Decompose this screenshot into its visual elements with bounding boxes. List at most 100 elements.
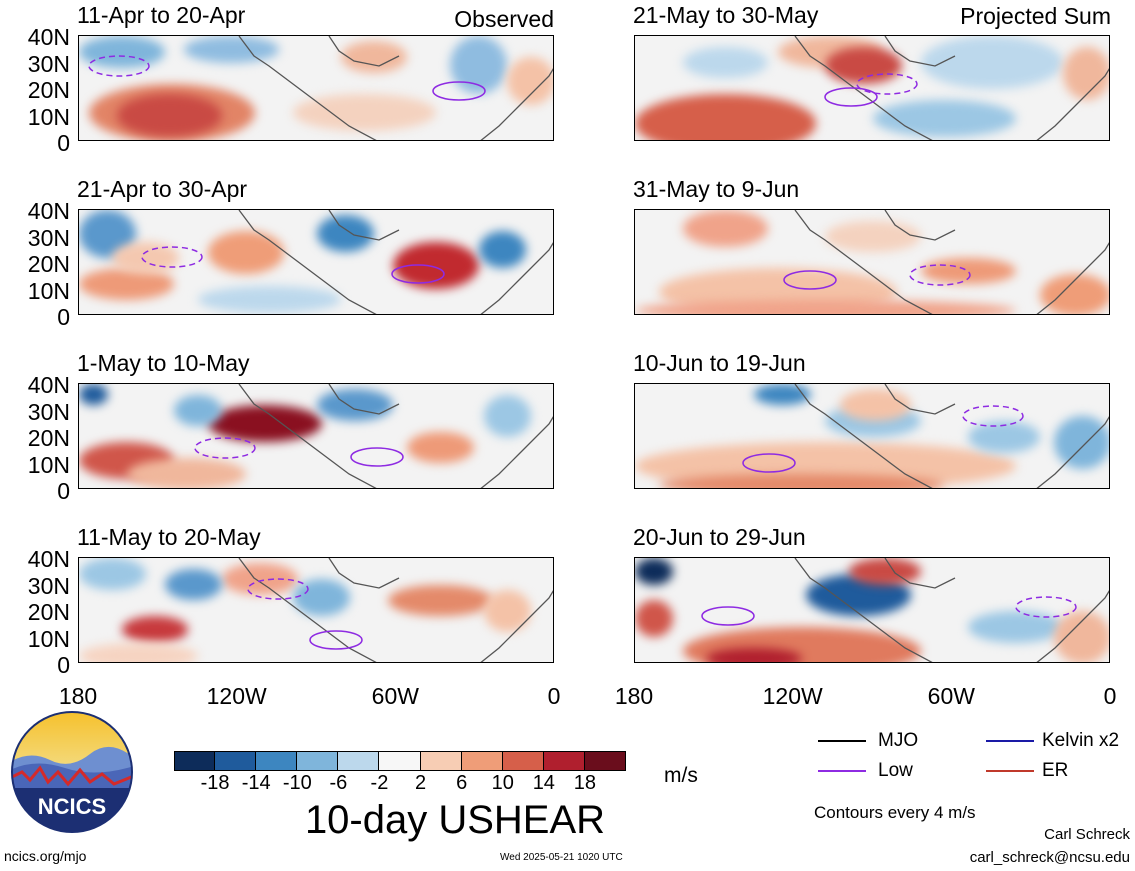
colorbar-swatch — [256, 752, 298, 770]
low-contour — [88, 55, 150, 77]
y-tick-label: 0 — [57, 478, 70, 504]
low-contour — [783, 270, 837, 290]
shading-region — [79, 268, 175, 301]
contour-note: Contours every 4 m/s — [814, 803, 976, 822]
shading-region — [478, 231, 527, 269]
low-contour — [824, 87, 878, 107]
footer-author: Carl Schreck — [1044, 826, 1130, 843]
legend-line-mjo — [818, 740, 866, 742]
heatmap-panel — [634, 383, 1110, 489]
projected-sum-label: Projected Sum — [960, 3, 1111, 29]
contour-overlay — [194, 384, 553, 488]
y-tick-label: 10N — [27, 103, 70, 130]
shading-region — [968, 421, 1040, 453]
low-contour — [1015, 596, 1077, 618]
shading-region — [920, 36, 1064, 89]
shading-region — [920, 257, 1016, 285]
legend-label-er: ER — [1042, 760, 1069, 781]
shading-region — [221, 563, 298, 596]
shading-region — [79, 384, 108, 406]
colorbar-tick-label: 18 — [573, 772, 597, 794]
footer-email: carl_schreck@ncsu.edu — [969, 849, 1130, 866]
colorbar-swatch — [461, 752, 503, 770]
y-tick-label: 40N — [27, 546, 70, 572]
heatmap-panel — [78, 383, 554, 489]
shading-region — [174, 394, 222, 427]
y-tick-label: 30N — [27, 398, 70, 425]
shading-region — [635, 558, 674, 585]
coastline — [238, 558, 553, 662]
panel-title: 11-May to 20-May — [77, 524, 261, 550]
shading-region — [682, 46, 769, 79]
heatmap-panel — [634, 557, 1110, 663]
low-contour — [391, 264, 445, 284]
logo-globe-icon: NCICS — [11, 711, 133, 833]
panel-title: 20-Jun to 29-Jun — [633, 524, 806, 550]
y-tick-label: 40N — [27, 198, 70, 224]
low-contour — [962, 405, 1024, 427]
colorbar-swatch — [420, 752, 462, 770]
heatmap-panel — [78, 557, 554, 663]
y-tick-label: 20N — [27, 251, 70, 277]
legend-line-low — [818, 770, 866, 772]
shading-region — [207, 231, 284, 274]
contour-legend: MJO Kelvin x2 Low ER — [818, 730, 1130, 780]
low-contour — [742, 453, 796, 473]
shading-region — [825, 220, 921, 253]
colorbar-swatch — [338, 752, 380, 770]
shading-region — [483, 394, 532, 437]
y-tick-label: 20N — [27, 425, 70, 451]
heatmap-panel — [78, 35, 554, 141]
legend-label-low: Low — [878, 760, 913, 781]
shading-region — [825, 46, 902, 84]
colorbar-tick-label: -14 — [241, 772, 271, 794]
contour-overlay — [742, 384, 1109, 488]
colorbar-tick-label: -2 — [370, 772, 389, 794]
shading-region — [117, 94, 222, 137]
contour-overlay — [701, 558, 1109, 662]
shading-region — [293, 579, 351, 617]
y-tick-label: 0 — [57, 652, 70, 678]
low-contour — [194, 437, 256, 459]
y-tick-label: 40N — [27, 372, 70, 398]
colorbar-swatch — [584, 752, 626, 770]
low-contour — [247, 578, 309, 600]
shading-region — [126, 458, 246, 488]
heatmap-panel — [634, 209, 1110, 315]
legend-label-kelvin: Kelvin x2 — [1042, 730, 1120, 751]
low-contour — [350, 447, 404, 467]
shading-region — [658, 474, 945, 488]
shading-region — [706, 648, 802, 662]
y-tick-label: 10N — [27, 277, 70, 304]
colorbar — [174, 751, 626, 771]
shading-region — [79, 642, 198, 662]
legend-label-mjo: MJO — [878, 730, 919, 751]
footer-url: ncics.org/mjo — [4, 848, 87, 864]
shading-region — [79, 558, 146, 590]
variable-title: 10-day USHEAR — [304, 798, 606, 842]
shading-region — [198, 286, 341, 313]
shading-region — [1053, 611, 1109, 662]
shading-region — [183, 36, 279, 63]
shading-region — [317, 389, 394, 422]
shading-region — [1053, 415, 1109, 469]
heatmap-panel — [634, 35, 1110, 141]
shading-region — [635, 600, 674, 638]
shading-region — [635, 300, 1016, 314]
colorbar-tick-label: 14 — [532, 772, 555, 794]
legend-line-kelvin — [986, 740, 1034, 742]
contour-overlay — [88, 36, 553, 140]
y-tick-label: 30N — [27, 224, 70, 251]
shading-region — [1063, 46, 1109, 100]
colorbar-swatch — [379, 752, 421, 770]
x-tick-label: 180 — [58, 683, 98, 709]
shading-region — [388, 584, 494, 617]
contour-overlay — [238, 558, 553, 662]
coastline — [794, 558, 1109, 662]
y-tick-label: 20N — [27, 599, 70, 625]
colorbar-swatch — [543, 752, 585, 770]
y-tick-label: 40N — [27, 24, 70, 50]
colorbar-tick-label: 6 — [456, 772, 468, 794]
shading-region — [317, 215, 375, 253]
y-tick-label: 0 — [57, 130, 70, 156]
